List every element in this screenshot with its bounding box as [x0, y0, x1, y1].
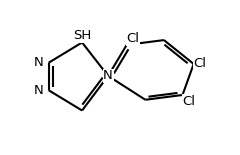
Text: Cl: Cl — [182, 95, 196, 108]
Text: N: N — [33, 84, 43, 97]
Text: Cl: Cl — [194, 58, 207, 71]
Text: Cl: Cl — [127, 32, 140, 45]
Text: N: N — [33, 56, 43, 69]
Text: N: N — [103, 69, 113, 82]
Text: SH: SH — [73, 29, 91, 42]
